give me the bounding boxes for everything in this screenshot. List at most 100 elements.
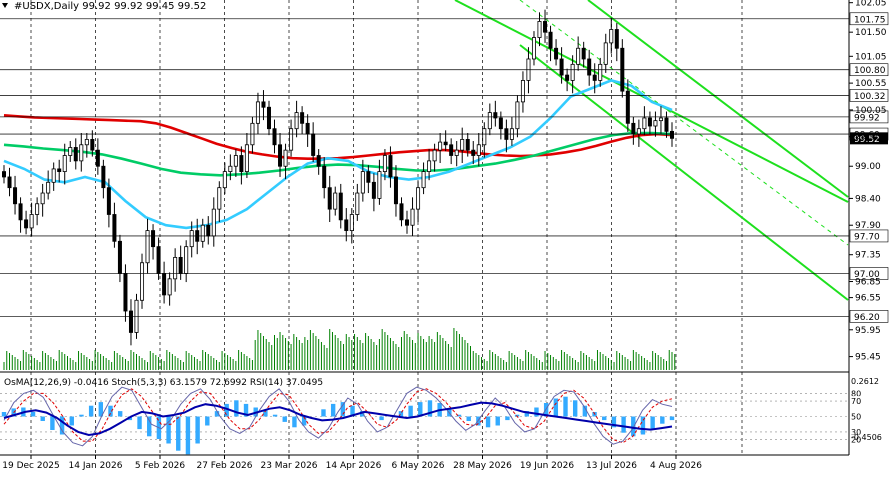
x-tick-label: 27 Feb 2026	[196, 461, 252, 471]
axes: 19 Dec 2025 14 Jan 2026 5 Feb 2026 27 Feb 2…	[0, 0, 887, 471]
x-tick-label: 28 May 2026	[453, 461, 512, 471]
x-tick-label: 19 Jun 2026	[520, 461, 574, 471]
osma-bar	[59, 416, 65, 435]
osma-bar	[466, 416, 471, 421]
price-level-box	[849, 110, 889, 124]
oscillator-level-label: 30	[851, 428, 861, 437]
candle-body	[382, 155, 387, 172]
candle-body	[405, 219, 410, 226]
x-tick-label: 19 Dec 2025	[2, 461, 60, 471]
candle-body	[112, 214, 117, 242]
candle-body	[189, 230, 194, 248]
osma-bar	[108, 405, 113, 417]
candle-body	[570, 63, 575, 81]
candle-body	[554, 47, 559, 60]
candle-body	[664, 117, 669, 132]
osma-bar	[69, 416, 74, 426]
osma-bar	[360, 411, 365, 417]
oscillator-header: OsMA(12,26,9) -0.0416 Stoch(5,3,3) 63.15…	[4, 378, 323, 388]
candle-body	[29, 214, 34, 229]
osma-bar	[224, 403, 229, 417]
candle-body	[117, 240, 122, 274]
candle-body	[393, 176, 398, 205]
osma-bar	[79, 414, 84, 417]
volume-bars	[3, 328, 676, 370]
rsi-line	[3, 401, 673, 437]
candle-body	[90, 139, 95, 151]
price-level-box	[849, 229, 889, 243]
candle-body	[377, 171, 382, 199]
candle-body	[156, 246, 161, 274]
osma-bar	[98, 402, 104, 417]
candle-body	[2, 171, 7, 178]
price-level-label: 100.32	[854, 92, 886, 102]
candle-body	[471, 149, 476, 156]
osma-bar	[485, 416, 491, 428]
price-level-label: 100.80	[854, 66, 886, 76]
osma-bar	[563, 396, 568, 417]
osma-bar	[301, 416, 307, 426]
candle-body	[598, 63, 603, 81]
candle-body	[206, 224, 211, 237]
oscillator-level-label: 50	[851, 413, 861, 422]
candle-body	[300, 112, 305, 124]
x-tick-label: 5 Feb 2026	[135, 461, 186, 471]
collapse-triangle-icon[interactable]	[2, 3, 8, 8]
candle-body	[305, 122, 310, 135]
candle-body	[355, 192, 360, 215]
osma-bar	[234, 400, 239, 417]
price-level-label: 99.92	[854, 113, 880, 123]
candle-body	[211, 208, 216, 237]
osma-bar	[292, 416, 297, 428]
header-symbol-line: #USDX,Daily 99.92 99.92 99.45 99.52	[14, 1, 206, 12]
osma-bar	[418, 402, 423, 417]
osma-bar	[611, 416, 617, 428]
oscillator-level-box	[850, 426, 866, 437]
y-tick-label: 96.55	[855, 294, 881, 304]
candle-body	[349, 214, 354, 231]
candle-body	[493, 112, 498, 119]
y-tick-label: 98.40	[855, 194, 881, 204]
candle-body	[421, 171, 426, 189]
price-level-box	[849, 63, 889, 77]
osma-bar	[88, 405, 94, 417]
osma-bar	[621, 416, 626, 433]
price-level-label: 96.20	[854, 313, 880, 323]
osma-bar	[263, 410, 268, 417]
candle-body	[200, 224, 205, 242]
moving-averages	[3, 79, 673, 230]
candle-body	[498, 117, 503, 130]
candle-body	[460, 139, 465, 151]
price-level-label: 101.75	[854, 15, 886, 25]
candle-body	[35, 203, 40, 215]
candle-body	[360, 171, 365, 194]
candle-body	[101, 165, 106, 189]
osma-bar	[495, 416, 500, 426]
price-level-label: 97.00	[854, 270, 880, 280]
candle-body	[228, 165, 233, 172]
candle-body	[145, 230, 150, 264]
y-tick-label: 102.05	[855, 0, 887, 9]
candle-body	[476, 144, 481, 156]
candle-body	[283, 149, 288, 167]
candle-body	[13, 187, 18, 205]
candle-body	[449, 144, 454, 156]
price-level-box	[849, 89, 889, 102]
candle-body	[222, 171, 227, 189]
x-tick-label: 14 Apr 2026	[326, 461, 382, 471]
osma-bar	[30, 412, 36, 417]
osma-bar	[321, 409, 326, 417]
candle-body	[261, 101, 266, 108]
candle-body	[548, 31, 553, 49]
candle-body	[647, 117, 652, 127]
osma-bar	[398, 411, 404, 417]
osma-bar	[272, 414, 278, 417]
grid	[30, 0, 743, 455]
candle-body	[642, 117, 647, 130]
candle-body	[84, 139, 89, 146]
candle-body	[609, 29, 614, 44]
candle-body	[487, 112, 492, 130]
candle-body	[46, 181, 51, 194]
osma-min-label: -0.4506	[851, 433, 882, 442]
candle-body	[482, 128, 487, 146]
